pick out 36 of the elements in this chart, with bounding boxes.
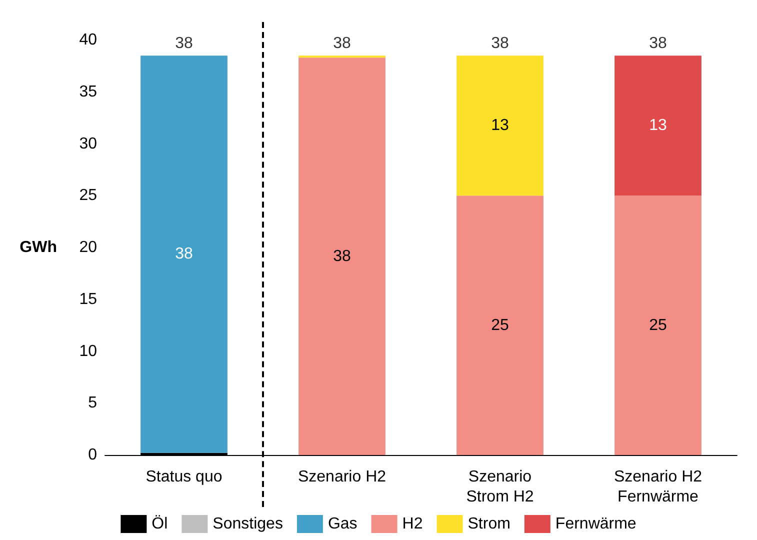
y-tick-label: 40 (79, 32, 98, 48)
total-label: 38 (491, 35, 509, 52)
y-tick-label: 0 (88, 446, 98, 464)
y-tick-label: 25 (79, 187, 98, 204)
legend-label: Gas (328, 516, 358, 532)
data-label: 25 (491, 316, 509, 334)
legend-label: Fernwärme (555, 516, 636, 532)
bar (140, 56, 228, 453)
legend-label: Sonstiges (212, 516, 283, 532)
y-tick-label: 35 (79, 83, 98, 100)
x-tick-label: Szenario H2 (298, 468, 386, 486)
bar (614, 56, 702, 196)
y-tick-label: 15 (79, 290, 98, 308)
bar (614, 196, 702, 455)
total-label: 38 (649, 35, 667, 52)
legend-label: H2 (402, 516, 423, 532)
bar (298, 58, 386, 455)
y-tick-label: 20 (79, 239, 98, 256)
bar (456, 196, 544, 455)
x-tick-label: Szenario H2 Fernwärme (614, 468, 702, 506)
x-tick-label: Status quo (146, 468, 222, 486)
data-label: 13 (649, 117, 667, 134)
data-label: 13 (491, 117, 509, 134)
legend-label: Strom (468, 516, 510, 532)
total-label: 38 (175, 35, 193, 52)
x-tick-label: Szenario Strom H2 (466, 468, 534, 506)
data-label: 25 (649, 316, 667, 334)
legend-label: Öl (152, 514, 168, 532)
total-label: 38 (333, 35, 351, 52)
y-tick-label: 30 (79, 135, 98, 152)
y-tick-label: 10 (79, 342, 98, 360)
y-axis-title: GWh (20, 239, 57, 256)
data-label: 38 (175, 246, 193, 263)
bar (456, 56, 544, 196)
data-label: 38 (333, 248, 351, 265)
y-tick-label: 5 (88, 394, 98, 412)
